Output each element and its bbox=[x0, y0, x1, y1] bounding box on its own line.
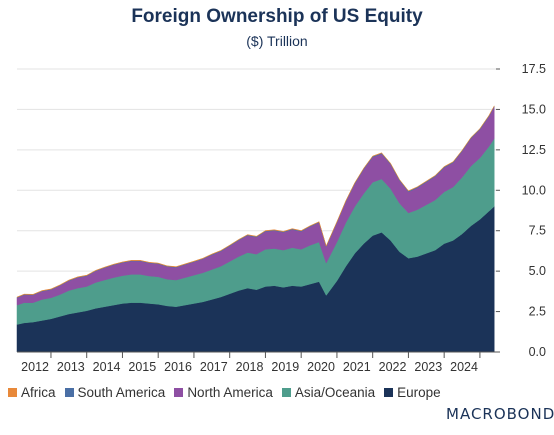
legend-item-asia-oceania: Asia/Oceania bbox=[281, 385, 376, 400]
legend-item-north-america: North America bbox=[174, 385, 273, 400]
y-tick-label: 7.5 bbox=[529, 224, 546, 238]
y-tick-label: 2.5 bbox=[529, 305, 546, 319]
legend-label: South America bbox=[77, 385, 166, 400]
y-tick-label: 15.0 bbox=[522, 102, 546, 116]
x-tick-label: 2021 bbox=[343, 360, 371, 374]
legend-label: Africa bbox=[21, 385, 56, 400]
x-tick-label: 2022 bbox=[379, 360, 407, 374]
legend-swatch bbox=[174, 388, 184, 397]
y-tick-label: 0.0 bbox=[529, 345, 546, 359]
x-tick-label: 2018 bbox=[236, 360, 264, 374]
chart-title: Foreign Ownership of US Equity bbox=[131, 6, 423, 27]
legend-swatch bbox=[281, 388, 291, 397]
x-tick-label: 2019 bbox=[271, 360, 299, 374]
x-tick-label: 2017 bbox=[200, 360, 228, 374]
legend-item-south-america: South America bbox=[64, 385, 166, 400]
legend-swatch bbox=[384, 388, 394, 397]
legend-label: Asia/Oceania bbox=[294, 385, 376, 400]
legend-swatch bbox=[8, 388, 17, 397]
stacked-areas bbox=[16, 105, 495, 353]
x-tick-label: 2016 bbox=[164, 360, 192, 374]
x-tick-label: 2024 bbox=[450, 360, 478, 374]
legend-swatch bbox=[64, 388, 74, 397]
chart-subtitle: ($) Trillion bbox=[246, 33, 308, 49]
legend-item-africa: Africa bbox=[8, 385, 56, 400]
legend: Africa South America North America Asia/Oce… bbox=[8, 385, 450, 400]
chart-plot: 0.0 2.5 5.0 7.5 10.0 12.5 15.0 17.5 2012 2013 2014… bbox=[16, 62, 546, 374]
legend-item-europe: Europe bbox=[384, 385, 441, 400]
area-africa bbox=[16, 105, 495, 298]
legend-label: Europe bbox=[397, 385, 441, 400]
y-tick-label: 5.0 bbox=[529, 264, 546, 278]
macrobond-logo: MACROBOND bbox=[446, 405, 554, 423]
x-tick-label: 2012 bbox=[21, 360, 49, 374]
y-tick-label: 10.0 bbox=[522, 183, 546, 197]
y-tick-label: 12.5 bbox=[522, 143, 546, 157]
y-tick-label: 17.5 bbox=[522, 62, 546, 76]
x-tick-label: 2023 bbox=[414, 360, 442, 374]
x-tick-label: 2014 bbox=[93, 360, 121, 374]
x-tick-label: 2020 bbox=[307, 360, 335, 374]
x-tick-label: 2015 bbox=[128, 360, 156, 374]
legend-label: North America bbox=[187, 385, 273, 400]
x-tick-label: 2013 bbox=[57, 360, 85, 374]
axes: 0.0 2.5 5.0 7.5 10.0 12.5 15.0 17.5 2012 2013 2014… bbox=[17, 62, 546, 374]
